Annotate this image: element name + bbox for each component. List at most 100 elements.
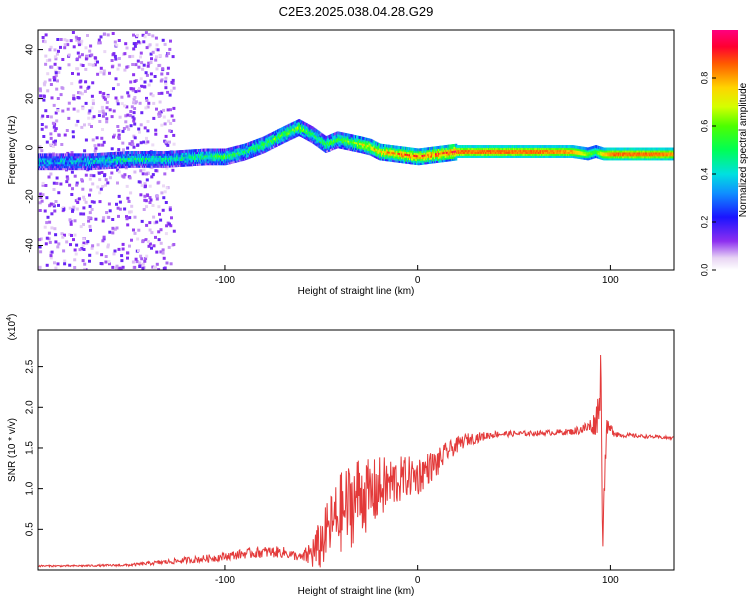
spectrogram-noise-cell [86, 34, 89, 37]
spectrogram-noise-cell [60, 232, 64, 236]
spectrogram-noise-cell [149, 52, 153, 56]
spectrogram-noise-cell [54, 57, 58, 61]
spectrogram-noise-cell [145, 46, 149, 50]
spectrogram-noise-cell [169, 39, 172, 43]
spectrogram-noise-cell [143, 182, 147, 186]
spectrogram-noise-cell [126, 223, 130, 227]
spectrogram-noise-cell [130, 105, 134, 109]
spectrogram-noise-cell [118, 207, 122, 211]
spectrogram-noise-cell [153, 75, 157, 78]
spectrogram-noise-cell [168, 208, 172, 212]
spectrogram-noise-cell [125, 215, 128, 219]
spectrogram-noise-cell [90, 53, 94, 57]
spectrogram-noise-cell [82, 212, 86, 216]
spectrogram-noise-cell [101, 185, 105, 189]
spectrogram-noise-cell [127, 200, 131, 203]
spectrogram-noise-cell [82, 223, 85, 226]
spectrogram-noise-cell [114, 266, 118, 270]
spectrogram-noise-cell [151, 143, 155, 147]
spectrogram-ridge-cell [254, 141, 257, 145]
spectrogram-noise-cell [101, 219, 105, 223]
spectrogram-noise-cell [82, 206, 86, 210]
spectrogram-noise-cell [150, 175, 154, 179]
spectrogram-noise-cell [41, 36, 45, 39]
spectrogram-noise-cell [166, 66, 170, 70]
spectrogram-noise-cell [62, 249, 66, 253]
spectrogram-noise-cell [171, 168, 175, 172]
spectrogram-noise-cell [141, 266, 145, 270]
spectrogram-noise-cell [89, 216, 93, 220]
spectrogram-noise-cell [88, 259, 91, 263]
spectrogram-noise-cell [47, 175, 51, 179]
spectrogram-noise-cell [69, 222, 73, 226]
spectrogram-noise-cell [169, 224, 173, 228]
spectrogram-noise-cell [83, 149, 87, 153]
spectrogram-noise-cell [91, 182, 95, 186]
spectrogram-noise-cell [152, 215, 156, 219]
spectrogram-noise-cell [41, 114, 45, 118]
spectrogram-noise-cell [121, 265, 125, 269]
spectrogram-noise-cell [126, 256, 129, 260]
spectrogram-noise-cell [116, 83, 120, 87]
spectrogram-noise-cell [124, 120, 128, 124]
spectrogram-noise-cell [170, 80, 174, 84]
spectrogram-noise-cell [53, 78, 56, 82]
spectrogram-noise-cell [133, 79, 137, 83]
spectrogram-noise-cell [132, 33, 135, 37]
spectrogram-noise-cell [130, 140, 134, 144]
spectrogram-noise-cell [51, 144, 55, 148]
spectrogram-noise-cell [78, 248, 82, 252]
spectrogram-noise-cell [139, 77, 143, 81]
spectrogram-noise-cell [134, 100, 138, 104]
spectrogram-noise-cell [123, 68, 127, 72]
spectrogram-noise-cell [172, 118, 176, 122]
spectrogram-noise-cell [141, 240, 145, 244]
spectrogram-noise-cell [160, 91, 164, 95]
spectrogram-noise-cell [145, 178, 149, 182]
spectrogram-noise-cell [43, 209, 47, 213]
spectrogram-noise-cell [115, 43, 119, 47]
spectrogram-noise-cell [88, 49, 92, 53]
spectrogram-noise-cell [116, 168, 120, 172]
spectrogram-noise-cell [155, 262, 159, 266]
spectrogram-noise-cell [143, 35, 147, 39]
spectrogram-noise-cell [73, 219, 77, 223]
spectrogram-noise-cell [99, 66, 103, 70]
spectrogram-noise-cell [49, 132, 53, 136]
spectrogram-noise-cell [143, 259, 147, 263]
spectrogram-noise-cell [120, 102, 124, 106]
spectrogram-noise-cell [103, 50, 107, 54]
spectrogram-noise-cell [151, 204, 155, 207]
spectrogram-noise-cell [44, 242, 48, 246]
spectrogram-noise-cell [89, 188, 93, 192]
spectrogram-noise-cell [172, 142, 176, 146]
spectrogram-noise-cell [132, 111, 136, 115]
spectrogram-noise-cell [98, 90, 102, 94]
spectrogram-noise-cell [147, 61, 151, 65]
spectrogram-noise-cell [86, 240, 90, 244]
spectrogram-noise-cell [127, 94, 131, 98]
spectrogram-noise-cell [42, 98, 46, 102]
spectrogram-noise-cell [167, 245, 171, 249]
spectrogram-noise-cell [53, 129, 57, 133]
spectrogram-noise-cell [48, 240, 52, 244]
spectrogram-noise-cell [151, 94, 155, 98]
spectrogram-noise-cell [106, 33, 110, 37]
spectrogram-noise-cell [94, 59, 98, 63]
spectrogram-noise-cell [144, 141, 148, 145]
spectrogram-noise-cell [163, 172, 167, 176]
spectrogram-noise-cell [161, 251, 165, 255]
spectrogram-noise-cell [169, 262, 173, 266]
spectrogram-noise-cell [49, 45, 53, 49]
spectrogram-noise-cell [92, 115, 96, 119]
spectrogram-noise-cell [100, 171, 104, 174]
spectrogram-noise-cell [117, 63, 121, 67]
spectrogram-noise-cell [120, 95, 124, 99]
spectrogram-noise-cell [80, 178, 84, 182]
spectrogram-noise-cell [161, 208, 165, 212]
spectrogram-noise-cell [68, 218, 72, 222]
spectrogram-noise-cell [87, 122, 91, 126]
spectrogram-noise-cell [134, 63, 138, 67]
spectrogram-noise-cell [122, 127, 126, 130]
spectrogram-ridge-cell [254, 139, 257, 143]
